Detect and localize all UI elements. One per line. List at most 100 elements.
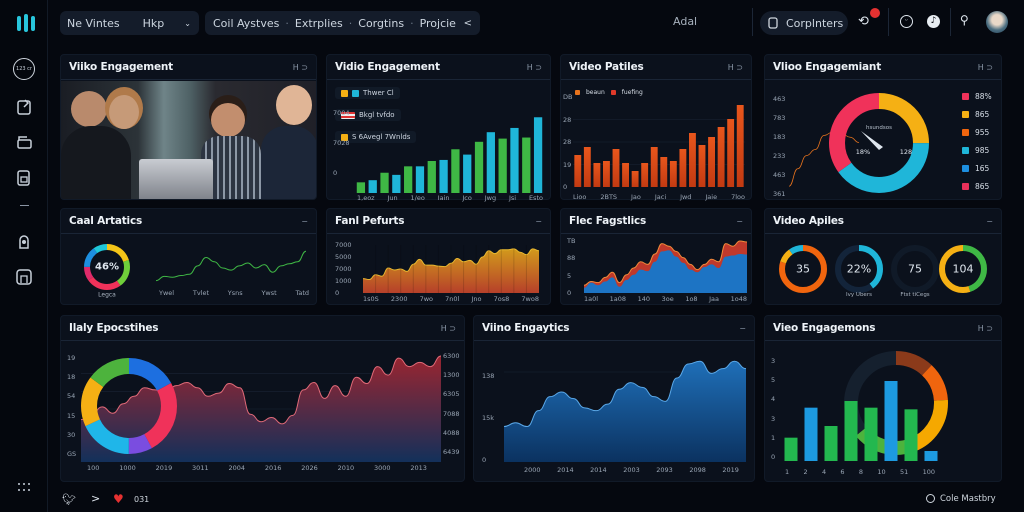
panel-menu-icon[interactable]: H ⊃ xyxy=(526,62,542,72)
bar[interactable] xyxy=(631,171,639,187)
bar[interactable] xyxy=(904,409,918,461)
twitter-icon[interactable]: 🐦︎ xyxy=(62,493,76,506)
sync-icon[interactable]: ⟲ xyxy=(858,14,869,29)
panel-menu-icon[interactable]: H ⊃ xyxy=(977,62,993,72)
sidebar-user-icon[interactable] xyxy=(14,232,34,252)
bar[interactable] xyxy=(924,451,938,461)
sidebar-folder-icon[interactable] xyxy=(14,132,34,152)
donut-segment[interactable] xyxy=(81,358,177,454)
bar[interactable] xyxy=(603,161,610,187)
bar[interactable] xyxy=(660,157,668,187)
menu-item-1[interactable]: Ne Vintes xyxy=(67,16,120,30)
bar[interactable] xyxy=(510,127,519,193)
bar[interactable] xyxy=(498,138,507,193)
bar[interactable] xyxy=(583,147,591,187)
ring-segment[interactable] xyxy=(835,245,883,293)
bar[interactable] xyxy=(380,172,389,193)
bar[interactable] xyxy=(844,401,858,461)
y-tick-label: 1 xyxy=(771,433,776,442)
avatar[interactable] xyxy=(986,11,1008,33)
panel-menu-icon[interactable]: H ⊃ xyxy=(292,62,308,72)
panel-menu-icon[interactable]: H ⊃ xyxy=(977,323,993,333)
bar[interactable] xyxy=(784,437,798,461)
bar[interactable] xyxy=(474,141,484,193)
panel-menu-icon[interactable]: − xyxy=(535,216,542,226)
x-tick-label: 2014 xyxy=(590,466,607,474)
panel-menu-icon[interactable]: H ⊃ xyxy=(440,323,456,333)
bar[interactable] xyxy=(415,166,425,193)
donut-segment[interactable] xyxy=(81,358,177,454)
panel-menu-icon[interactable]: − xyxy=(739,323,746,333)
bar[interactable] xyxy=(669,161,677,187)
phone-icon xyxy=(768,17,778,29)
bar[interactable] xyxy=(463,154,472,193)
bar[interactable] xyxy=(533,117,543,193)
donut-segment[interactable] xyxy=(84,244,130,290)
bar[interactable] xyxy=(650,147,658,187)
bar[interactable] xyxy=(486,132,495,193)
bar[interactable] xyxy=(708,137,715,187)
contacts-button[interactable]: Corplnters xyxy=(760,11,848,35)
logo-bars-icon[interactable] xyxy=(15,12,37,34)
x-tick-label: 4 xyxy=(821,468,827,476)
sidebar-clock-badge-icon[interactable]: 123 cr xyxy=(13,58,35,80)
music-icon[interactable]: ♪ xyxy=(927,15,940,28)
bar[interactable] xyxy=(717,127,725,187)
ring-segment[interactable] xyxy=(891,245,939,293)
bar[interactable] xyxy=(727,119,735,187)
bar[interactable] xyxy=(392,174,401,193)
share-icon[interactable]: < xyxy=(463,17,472,29)
share-arrow-icon[interactable]: > xyxy=(91,492,101,505)
ring-segment[interactable] xyxy=(779,245,827,293)
sidebar-document-icon[interactable] xyxy=(14,168,34,188)
bar[interactable] xyxy=(698,145,706,187)
y-tick-label-right: 6300 xyxy=(443,352,460,360)
donut-segment[interactable] xyxy=(84,244,130,290)
donut-segment[interactable] xyxy=(829,93,929,193)
smiley-icon[interactable]: ᵕ xyxy=(900,15,913,28)
bar[interactable] xyxy=(736,105,744,187)
menu-item-help[interactable]: Hkp xyxy=(142,16,165,30)
bar[interactable] xyxy=(689,133,696,187)
donut-segment[interactable] xyxy=(81,358,177,454)
bar[interactable] xyxy=(439,159,448,193)
bar[interactable] xyxy=(522,137,531,193)
donut-segment[interactable] xyxy=(84,244,130,290)
bar[interactable] xyxy=(612,149,620,187)
bar[interactable] xyxy=(593,163,601,187)
ring-segment[interactable] xyxy=(939,245,987,293)
panel-menu-icon[interactable]: − xyxy=(736,216,743,226)
bar[interactable] xyxy=(641,163,649,187)
bar[interactable] xyxy=(622,163,629,187)
heart-icon[interactable]: ♥ xyxy=(113,492,124,506)
breadcrumb-item[interactable]: Projcie xyxy=(419,16,456,30)
donut-segment[interactable] xyxy=(829,93,929,193)
bar[interactable] xyxy=(884,381,898,461)
search-icon[interactable]: ⚲ xyxy=(960,13,969,27)
bar[interactable] xyxy=(864,407,878,461)
breadcrumb-item[interactable]: Corgtins xyxy=(358,16,405,30)
donut-segment[interactable] xyxy=(84,244,130,290)
bar[interactable] xyxy=(574,155,582,187)
bar[interactable] xyxy=(824,426,838,461)
bar[interactable] xyxy=(368,180,377,193)
footer-right-label[interactable]: Cole Mastbry xyxy=(940,494,996,504)
chevron-down-icon[interactable]: ⌄ xyxy=(184,18,191,28)
bar[interactable] xyxy=(427,161,436,193)
bar[interactable] xyxy=(451,149,460,193)
panel-menu-icon[interactable]: − xyxy=(986,216,993,226)
sidebar-save-icon[interactable] xyxy=(14,267,34,287)
y-tick-label: DB xyxy=(563,93,573,101)
panel-menu-icon[interactable]: − xyxy=(301,216,308,226)
sidebar-grid-icon[interactable] xyxy=(14,477,34,497)
donut-segment[interactable] xyxy=(844,351,948,455)
breadcrumb-item[interactable]: Coil Aystves xyxy=(213,16,280,30)
bar[interactable] xyxy=(404,166,413,193)
sidebar-edit-icon[interactable] xyxy=(14,97,34,117)
panel-menu-icon[interactable]: H ⊃ xyxy=(727,62,743,72)
breadcrumb-item[interactable]: Extrplies xyxy=(294,16,343,30)
donut-segment[interactable] xyxy=(81,358,177,454)
bar[interactable] xyxy=(804,407,818,461)
bar[interactable] xyxy=(356,182,366,193)
bar[interactable] xyxy=(679,149,687,187)
